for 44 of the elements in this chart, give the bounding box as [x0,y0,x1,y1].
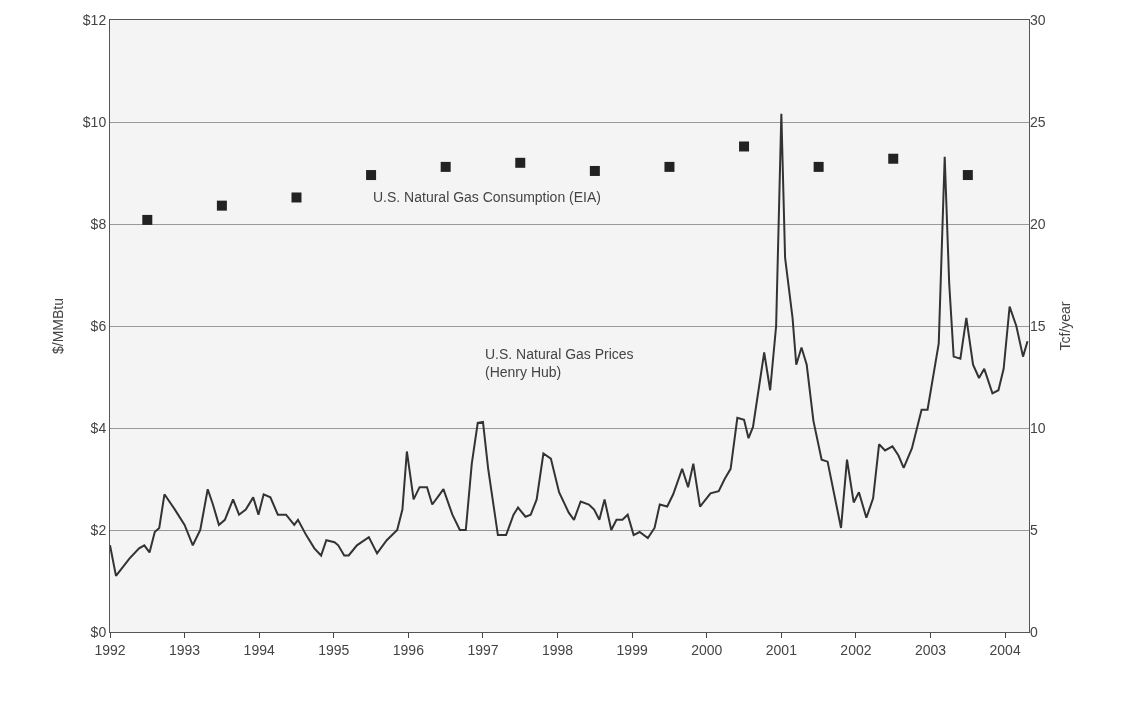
point [515,157,526,168]
y2-tick-label: 5 [1030,521,1038,538]
point [291,192,302,203]
point [664,161,675,172]
y2-tick-label: 30 [1030,11,1046,28]
x-tick-label: 1998 [541,641,574,658]
point [440,161,451,172]
x-tick-label: 1995 [318,641,350,658]
x-tick-label: 2004 [989,641,1021,658]
x-tick-label: 1999 [616,641,648,658]
point [589,165,600,176]
y-tick-label: $12 [82,11,107,28]
point [216,200,227,211]
x-tick-label: 1994 [243,641,275,658]
series-label: U.S. Natural Gas Consumption (EIA) [373,189,601,205]
y-tick-label: $0 [90,623,107,640]
x-tick-label: 1993 [169,641,201,658]
y2-tick-label: 0 [1030,623,1038,640]
y2-tick-label: 25 [1030,113,1046,130]
y2-tick-label: 10 [1030,419,1046,436]
x-tick-label: 2000 [691,641,723,658]
x-tick-label: 1992 [94,641,126,658]
y-tick-label: $6 [90,317,107,334]
x-tick-label: 2002 [840,641,872,658]
point [888,153,899,164]
x-tick-label: 1997 [467,641,499,658]
y2-axis-title: Tcf/year [1057,301,1074,351]
x-tick-label: 2003 [914,641,947,658]
y-tick-label: $10 [82,113,107,130]
point [366,170,377,181]
y-tick-label: $4 [90,419,107,436]
x-tick-label: 1996 [392,641,425,658]
line-series [110,112,1029,577]
point [962,170,973,181]
y-axis-title: $/MMBtu [50,297,67,355]
text: U.S. Natural Gas Prices (Henry Hub) [485,346,634,381]
point [739,141,750,152]
y-tick-label: $2 [90,521,107,538]
y2-tick-label: 20 [1030,215,1046,232]
y2-tick-label: 15 [1030,317,1046,334]
point [813,161,824,172]
y-tick-label: $8 [90,215,107,232]
point [142,214,153,225]
x-tick-label: 2001 [765,641,798,658]
